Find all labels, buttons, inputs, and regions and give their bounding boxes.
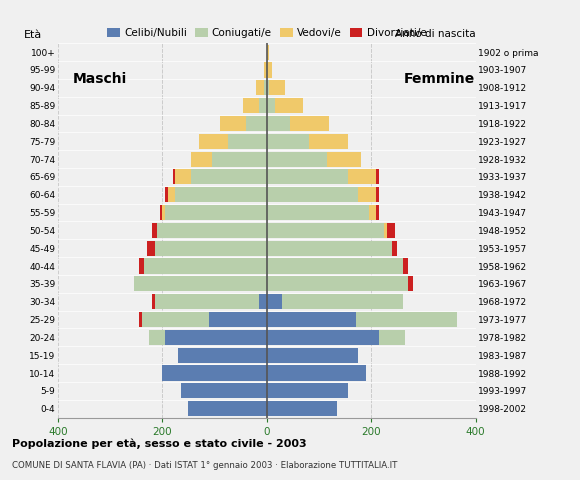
Bar: [267, 187, 358, 203]
Text: COMUNE DI SANTA FLAVIA (PA) · Dati ISTAT 1° gennaio 2003 · Elaborazione TUTTITAL: COMUNE DI SANTA FLAVIA (PA) · Dati ISTAT…: [12, 461, 397, 470]
Bar: [180, 383, 267, 398]
Bar: [267, 223, 384, 238]
Bar: [267, 365, 366, 381]
Text: Anno di nascita: Anno di nascita: [395, 29, 476, 39]
Bar: [256, 80, 264, 96]
Bar: [376, 205, 379, 220]
Bar: [168, 187, 175, 203]
Bar: [369, 205, 376, 220]
Bar: [142, 312, 209, 327]
Bar: [227, 134, 267, 149]
Bar: [392, 240, 397, 256]
Bar: [376, 187, 379, 203]
Bar: [267, 240, 392, 256]
Bar: [267, 152, 327, 167]
Bar: [259, 98, 267, 113]
Bar: [327, 152, 361, 167]
Bar: [149, 330, 165, 345]
Bar: [267, 294, 282, 309]
Bar: [267, 276, 408, 291]
Bar: [267, 98, 274, 113]
Bar: [290, 116, 329, 131]
Bar: [403, 258, 408, 274]
Bar: [267, 383, 347, 398]
Bar: [243, 98, 259, 113]
Bar: [212, 152, 267, 167]
Bar: [133, 276, 267, 291]
Bar: [356, 312, 457, 327]
Bar: [259, 294, 267, 309]
Bar: [144, 258, 267, 274]
Bar: [173, 169, 175, 184]
Bar: [267, 169, 347, 184]
Bar: [157, 223, 267, 238]
Bar: [139, 312, 142, 327]
Bar: [267, 45, 269, 60]
Bar: [154, 240, 267, 256]
Bar: [267, 348, 358, 363]
Bar: [152, 294, 154, 309]
Bar: [347, 169, 376, 184]
Bar: [267, 80, 269, 96]
Bar: [267, 258, 403, 274]
Bar: [165, 187, 168, 203]
Bar: [139, 258, 144, 274]
Bar: [264, 80, 267, 96]
Bar: [160, 205, 162, 220]
Bar: [165, 330, 267, 345]
Bar: [175, 187, 267, 203]
Bar: [267, 134, 309, 149]
Bar: [267, 62, 272, 78]
Bar: [387, 223, 394, 238]
Bar: [191, 152, 212, 167]
Legend: Celibi/Nubili, Coniugati/e, Vedovi/e, Divorziati/e: Celibi/Nubili, Coniugati/e, Vedovi/e, Di…: [103, 24, 430, 42]
Bar: [269, 80, 285, 96]
Bar: [267, 401, 337, 416]
Bar: [267, 116, 290, 131]
Bar: [309, 134, 347, 149]
Bar: [162, 205, 165, 220]
Text: Popolazione per età, sesso e stato civile - 2003: Popolazione per età, sesso e stato civil…: [12, 439, 306, 449]
Bar: [191, 169, 267, 184]
Text: Maschi: Maschi: [72, 72, 127, 86]
Bar: [267, 330, 379, 345]
Bar: [358, 187, 376, 203]
Bar: [267, 205, 369, 220]
Bar: [246, 116, 267, 131]
Bar: [165, 205, 267, 220]
Bar: [376, 169, 379, 184]
Bar: [175, 169, 191, 184]
Bar: [220, 116, 246, 131]
Bar: [188, 401, 267, 416]
Bar: [162, 365, 267, 381]
Bar: [267, 312, 356, 327]
Bar: [384, 223, 387, 238]
Bar: [408, 276, 413, 291]
Text: Femmine: Femmine: [404, 72, 474, 86]
Bar: [264, 62, 267, 78]
Bar: [274, 98, 303, 113]
Bar: [199, 134, 227, 149]
Bar: [178, 348, 267, 363]
Bar: [209, 312, 267, 327]
Bar: [282, 294, 403, 309]
Text: Età: Età: [24, 30, 42, 40]
Bar: [147, 240, 154, 256]
Bar: [152, 223, 157, 238]
Bar: [154, 294, 259, 309]
Bar: [379, 330, 405, 345]
